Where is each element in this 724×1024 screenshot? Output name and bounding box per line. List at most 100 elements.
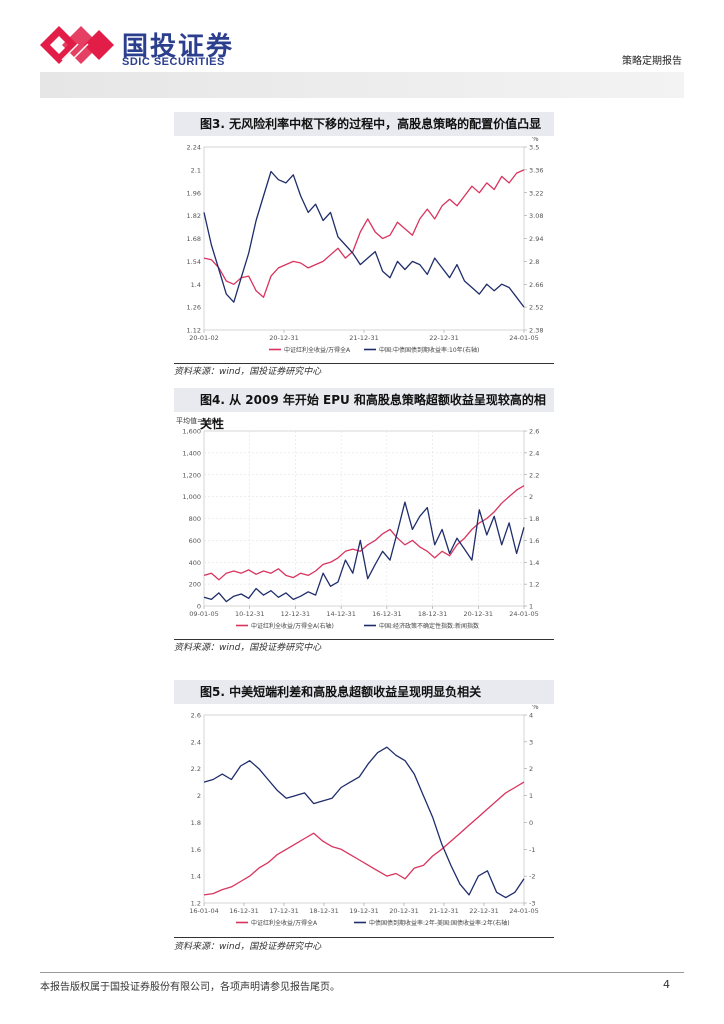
figure-3-chart: % 2.24 2.1 1.96 1.82 1.68 1.54 1.4 1.26 1.12 3.5 3.… <box>174 137 554 362</box>
left-tick-label: 1,000 <box>182 493 201 501</box>
left-tick-label: 600 <box>189 537 201 545</box>
left-tick-label: 2.4 <box>191 738 201 746</box>
left-tick-label: 0 <box>197 603 201 611</box>
x-tick-label: 18-12-31 <box>418 610 448 618</box>
footer-disclaimer: 本报告版权属于国投证券股份有限公司，各项声明请参见报告尾页。 <box>40 982 340 993</box>
x-tick-label: 16-12-31 <box>372 610 402 618</box>
right-tick-label: 2.94 <box>529 235 543 243</box>
right-axis-unit: % <box>532 137 539 143</box>
figure-5-rule <box>174 937 554 938</box>
left-tick-label: 1.8 <box>191 819 201 827</box>
right-tick-label: 1.4 <box>529 559 539 567</box>
x-tick-label: 22-12-31 <box>469 907 499 915</box>
right-tick-label: 2.38 <box>529 327 543 335</box>
x-tick-label: 19-12-31 <box>349 907 379 915</box>
x-tick-label: 09-01-05 <box>189 610 219 618</box>
figure-4-svg: 平均值=100 1,600 1,400 1,200 1,000 800 600 400 200 0… <box>176 416 539 630</box>
legend-label-1: 中证红利全收益/万得全A <box>251 919 318 927</box>
figure-5-title: 图5. 中美短端利差和高股息超额收益呈现明显负相关 <box>174 680 554 704</box>
sdic-logo-icon <box>40 26 114 64</box>
left-tick-label: 2 <box>197 792 201 800</box>
x-tick-label: 14-12-31 <box>326 610 356 618</box>
figure-5-chart: % 2.6 2.4 2.2 2 1.8 1.6 1.4 1.2 4 3 2 1 0 -1 -2 -3 16-01-… <box>174 705 554 935</box>
left-tick-label: 2.24 <box>187 144 201 152</box>
x-tick-label: 17-12-31 <box>269 907 299 915</box>
figure-4-chart: 平均值=100 1,600 1,400 1,200 1,000 800 600 400 200 0… <box>174 413 554 638</box>
x-tick-label: 24-01-05 <box>509 610 539 618</box>
figure-3-svg: % 2.24 2.1 1.96 1.82 1.68 1.54 1.4 1.26 1.12 3.5 3.… <box>187 137 544 354</box>
right-tick-label: 0 <box>529 819 533 827</box>
x-tick-label: 20-12-31 <box>464 610 494 618</box>
right-tick-label: 3 <box>529 738 533 746</box>
right-tick-label: 2.4 <box>529 449 539 457</box>
x-tick-label: 22-12-31 <box>429 334 459 342</box>
legend-label-2: 中国:中债国债到期收益率:10年(右轴) <box>379 346 479 354</box>
right-tick-label: 3.08 <box>529 212 543 220</box>
logo-text-cn: 国投证券 <box>122 32 235 62</box>
right-tick-label: 2.2 <box>529 471 539 479</box>
left-tick-label: 1.6 <box>191 846 201 854</box>
left-tick-label: 1.2 <box>191 900 201 908</box>
left-tick-label: 1,400 <box>182 449 201 457</box>
left-axis-label: 平均值=100 <box>176 416 216 425</box>
x-tick-label: 20-12-31 <box>389 907 419 915</box>
right-tick-label: 2.66 <box>529 281 543 289</box>
right-tick-label: 3.5 <box>529 144 539 152</box>
x-tick-label: 10-12-31 <box>235 610 265 618</box>
left-tick-label: 1.68 <box>187 235 201 243</box>
right-tick-label: -3 <box>529 900 535 908</box>
x-tick-label: 12-12-31 <box>281 610 311 618</box>
right-tick-label: 2 <box>529 765 533 773</box>
left-tick-label: 1.12 <box>187 327 201 335</box>
left-tick-label: 1.82 <box>187 212 201 220</box>
left-tick-label: 1.4 <box>191 873 201 881</box>
left-tick-label: 1.96 <box>187 189 201 197</box>
right-tick-label: -2 <box>529 873 535 881</box>
page-header: 国投证券 SDIC SECURITIES 策略定期报告 <box>0 0 724 100</box>
x-tick-label: 21-12-31 <box>429 907 459 915</box>
left-tick-label: 2.6 <box>191 712 201 720</box>
footer-rule <box>40 972 684 973</box>
x-tick-label: 20-12-31 <box>269 334 299 342</box>
right-tick-label: 2 <box>529 493 533 501</box>
x-tick-label: 18-12-31 <box>309 907 339 915</box>
left-tick-label: 400 <box>189 559 201 567</box>
header-bar <box>40 72 684 98</box>
right-tick-label: 2.8 <box>529 258 539 266</box>
left-tick-label: 800 <box>189 515 201 523</box>
x-tick-label: 24-01-05 <box>509 334 539 342</box>
series-line-2 <box>203 746 525 899</box>
page-number: 4 <box>663 978 670 991</box>
figure-4-title: 图4. 从 2009 年开始 EPU 和高股息策略超额收益呈现较高的相关性 <box>174 388 554 431</box>
right-tick-label: 2.52 <box>529 304 543 312</box>
x-tick-label: 16-12-31 <box>229 907 259 915</box>
left-tick-label: 1.26 <box>187 304 201 312</box>
x-tick-label: 20-01-02 <box>189 334 219 342</box>
left-tick-label: 1,200 <box>182 471 201 479</box>
right-tick-label: -1 <box>529 846 535 854</box>
x-tick-label: 21-12-31 <box>349 334 379 342</box>
figure-5-svg: % 2.6 2.4 2.2 2 1.8 1.6 1.4 1.2 4 3 2 1 0 -1 -2 -3 16-01-… <box>189 705 539 927</box>
right-tick-label: 3.36 <box>529 166 543 174</box>
figure-3-source: 资料来源：wind，国投证券研究中心 <box>174 367 322 377</box>
figure-5-source: 资料来源：wind，国投证券研究中心 <box>174 942 322 952</box>
left-tick-label: 200 <box>189 581 201 589</box>
series-line-2 <box>203 170 525 308</box>
series-line-2 <box>203 501 525 603</box>
x-tick-label: 16-01-04 <box>189 907 219 915</box>
figure-4-source: 资料来源：wind，国投证券研究中心 <box>174 643 322 653</box>
right-tick-label: 2.6 <box>529 428 539 436</box>
legend-label-2: 中债国债到期收益率:2年-美国:国债收益率:2年(右轴) <box>369 919 510 927</box>
right-tick-label: 1 <box>529 603 533 611</box>
figure-4-rule <box>174 639 554 640</box>
right-tick-label: 1.2 <box>529 581 539 589</box>
series-line-1 <box>203 485 525 581</box>
right-tick-label: 1.8 <box>529 515 539 523</box>
right-axis-unit: % <box>532 705 539 711</box>
right-tick-label: 1.6 <box>529 537 539 545</box>
legend-label-2: 中国:经济政策不确定性指数:新闻指数 <box>379 622 479 630</box>
left-tick-label: 2.2 <box>191 765 201 773</box>
figure-3-rule <box>174 363 554 364</box>
legend-label-1: 中证红利全收益/万得全A(右轴) <box>251 622 334 630</box>
left-tick-label: 1,600 <box>182 428 201 436</box>
